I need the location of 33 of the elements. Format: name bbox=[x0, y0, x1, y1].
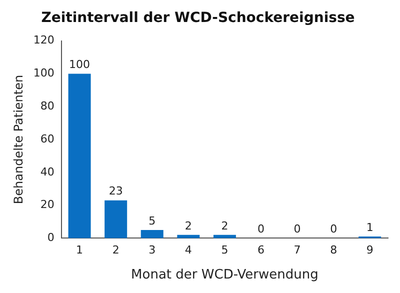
x-tick-label: 2 bbox=[112, 244, 120, 257]
x-tick-label: 5 bbox=[221, 244, 228, 257]
y-tick-label: 40 bbox=[40, 165, 54, 178]
bar bbox=[177, 234, 200, 238]
x-tick-label: 3 bbox=[148, 244, 156, 257]
bar bbox=[213, 234, 236, 238]
x-tick-label: 6 bbox=[257, 244, 264, 257]
x-tick-label: 4 bbox=[184, 244, 192, 257]
data-label: 0 bbox=[294, 222, 301, 236]
bar bbox=[140, 230, 164, 238]
y-tick-label: 120 bbox=[33, 34, 54, 47]
data-label: 2 bbox=[221, 219, 228, 232]
y-tick-label: 0 bbox=[47, 231, 54, 244]
data-label: 100 bbox=[69, 58, 90, 72]
x-axis-title: Monat der WCD-Verwendung bbox=[131, 268, 318, 283]
data-label: 23 bbox=[108, 184, 123, 198]
data-label: 0 bbox=[257, 222, 264, 236]
y-tick-label: 60 bbox=[40, 132, 54, 146]
x-tick-label: 9 bbox=[366, 244, 374, 257]
data-label: 2 bbox=[184, 219, 192, 232]
data-label: 1 bbox=[366, 220, 374, 234]
x-tick-label: 7 bbox=[294, 244, 301, 257]
bar bbox=[68, 74, 91, 238]
y-tick-label: 100 bbox=[33, 66, 54, 80]
y-tick-label: 20 bbox=[40, 198, 54, 212]
y-axis-title: Behandelte Patienten bbox=[11, 74, 26, 204]
data-label: 5 bbox=[148, 214, 156, 228]
data-label: 0 bbox=[330, 222, 338, 236]
x-tick-label: 8 bbox=[330, 244, 338, 257]
y-tick-label: 80 bbox=[40, 99, 54, 112]
chart-title: Zeitintervall der WCD-Schockereignisse bbox=[41, 10, 355, 26]
bar bbox=[104, 200, 128, 238]
x-tick-label: 1 bbox=[76, 244, 84, 257]
